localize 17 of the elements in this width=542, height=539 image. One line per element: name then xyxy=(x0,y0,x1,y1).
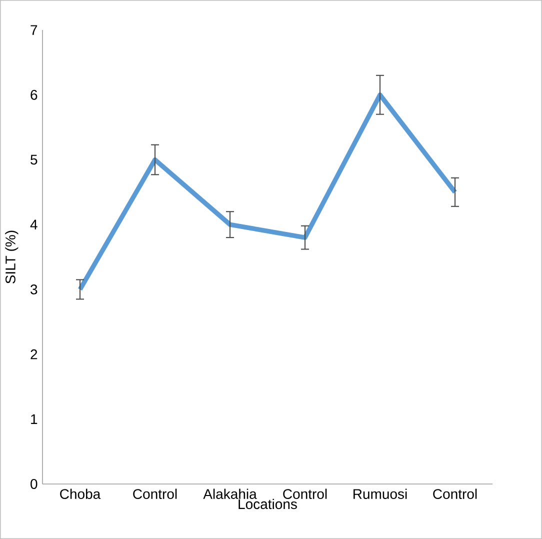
x-tick-label: Control xyxy=(133,488,177,499)
x-tick-label: Rumuosi xyxy=(354,488,407,499)
x-axis-title: Locations xyxy=(238,498,297,510)
y-tick-label: 4 xyxy=(30,220,38,230)
y-tick-label: 0 xyxy=(30,479,38,489)
line-series xyxy=(78,92,458,292)
y-tick-label: 7 xyxy=(30,25,38,35)
y-tick-label: 1 xyxy=(31,414,38,424)
x-tick-label: Alakahia xyxy=(203,488,257,499)
y-axis-title: SILT (%) xyxy=(5,230,18,284)
y-tick-label: 3 xyxy=(30,284,38,294)
x-tick-label: Choba xyxy=(60,488,101,499)
y-tick-label: 2 xyxy=(30,349,38,360)
y-tick-label: 6 xyxy=(30,90,38,100)
x-tick-label: Control xyxy=(433,488,477,499)
x-tick-label: Control xyxy=(283,488,327,499)
y-tick-label: 5 xyxy=(30,154,38,165)
